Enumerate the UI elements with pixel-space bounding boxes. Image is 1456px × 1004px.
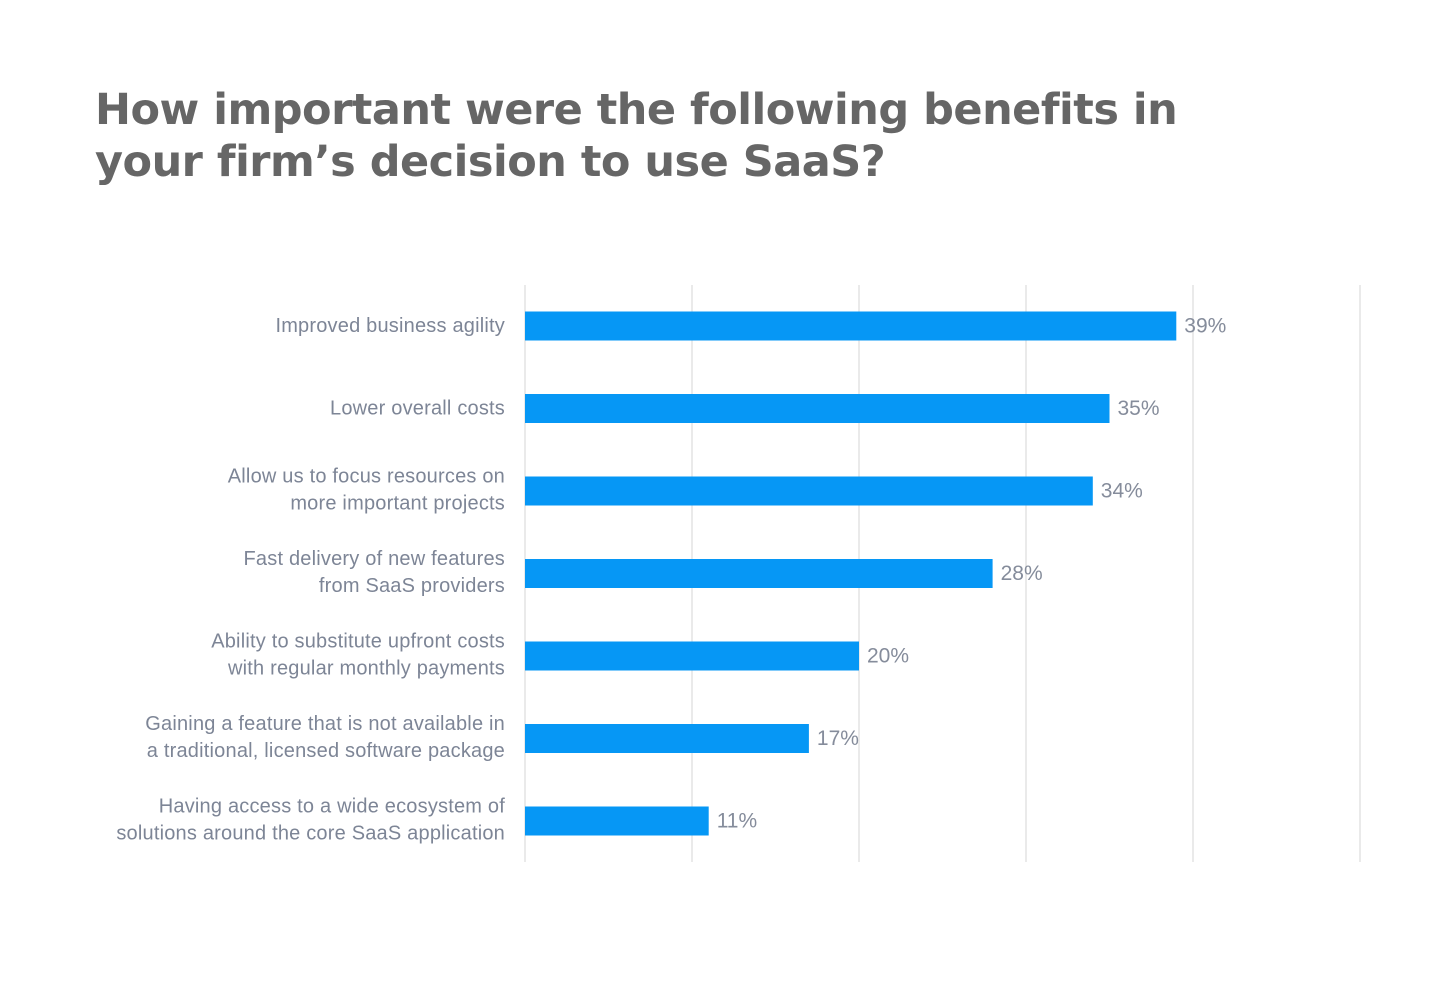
value-labels: 39% 35% 34% 28% 20% 17% 11% [717,315,1227,833]
category-label-line: with regular monthly payments [227,658,505,680]
category-label-line: Ability to substitute upfront costs [211,631,505,653]
category-label-line: Lower overall costs [330,398,505,420]
value-label-4: 28% [1001,562,1043,585]
category-label-line: Gaining a feature that is not available … [145,713,505,735]
category-label-line: Allow us to focus resources on [228,466,505,488]
value-label-7: 11% [717,810,757,833]
value-label-1: 39% [1184,315,1226,338]
category-label-5: Ability to substitute upfront costs with … [211,631,505,680]
category-label-6: Gaining a feature that is not available … [145,713,505,762]
bar-1 [525,311,1177,341]
category-label-line: more important projects [290,493,505,515]
bar-3 [525,476,1093,506]
category-label-1: Improved business agility [275,315,505,337]
category-label-4: Fast delivery of new features from SaaS p… [244,548,505,597]
category-label-line: a traditional, licensed software package [147,740,505,762]
value-label-3: 34% [1101,480,1143,503]
category-label-line: solutions around the core SaaS applicati… [116,823,505,845]
category-label-7: Having access to a wide ecosystem of solu… [116,796,505,845]
category-label-3: Allow us to focus resources on more impor… [228,466,505,515]
value-label-6: 17% [817,727,859,750]
bar-4 [525,559,993,588]
bar-2 [525,394,1110,423]
chart-title-line-2: your firm’s decision to use SaaS? [95,137,886,187]
category-labels: Improved business agility Lower overall c… [116,315,505,845]
chart-title: How important were the following benefit… [95,84,1245,188]
category-label-line: Fast delivery of new features [244,548,505,570]
bar-5 [525,641,859,671]
chart-title-line-1: How important were the following benefit… [95,85,1178,135]
category-label-2: Lower overall costs [330,398,505,420]
bars [525,311,1177,836]
value-label-5: 20% [867,645,909,668]
value-label-2: 35% [1118,397,1160,420]
bar-6 [525,724,809,753]
category-label-line: Improved business agility [275,315,505,337]
category-label-line: from SaaS providers [319,575,505,597]
category-label-line: Having access to a wide ecosystem of [159,796,505,818]
bar-7 [525,806,709,836]
